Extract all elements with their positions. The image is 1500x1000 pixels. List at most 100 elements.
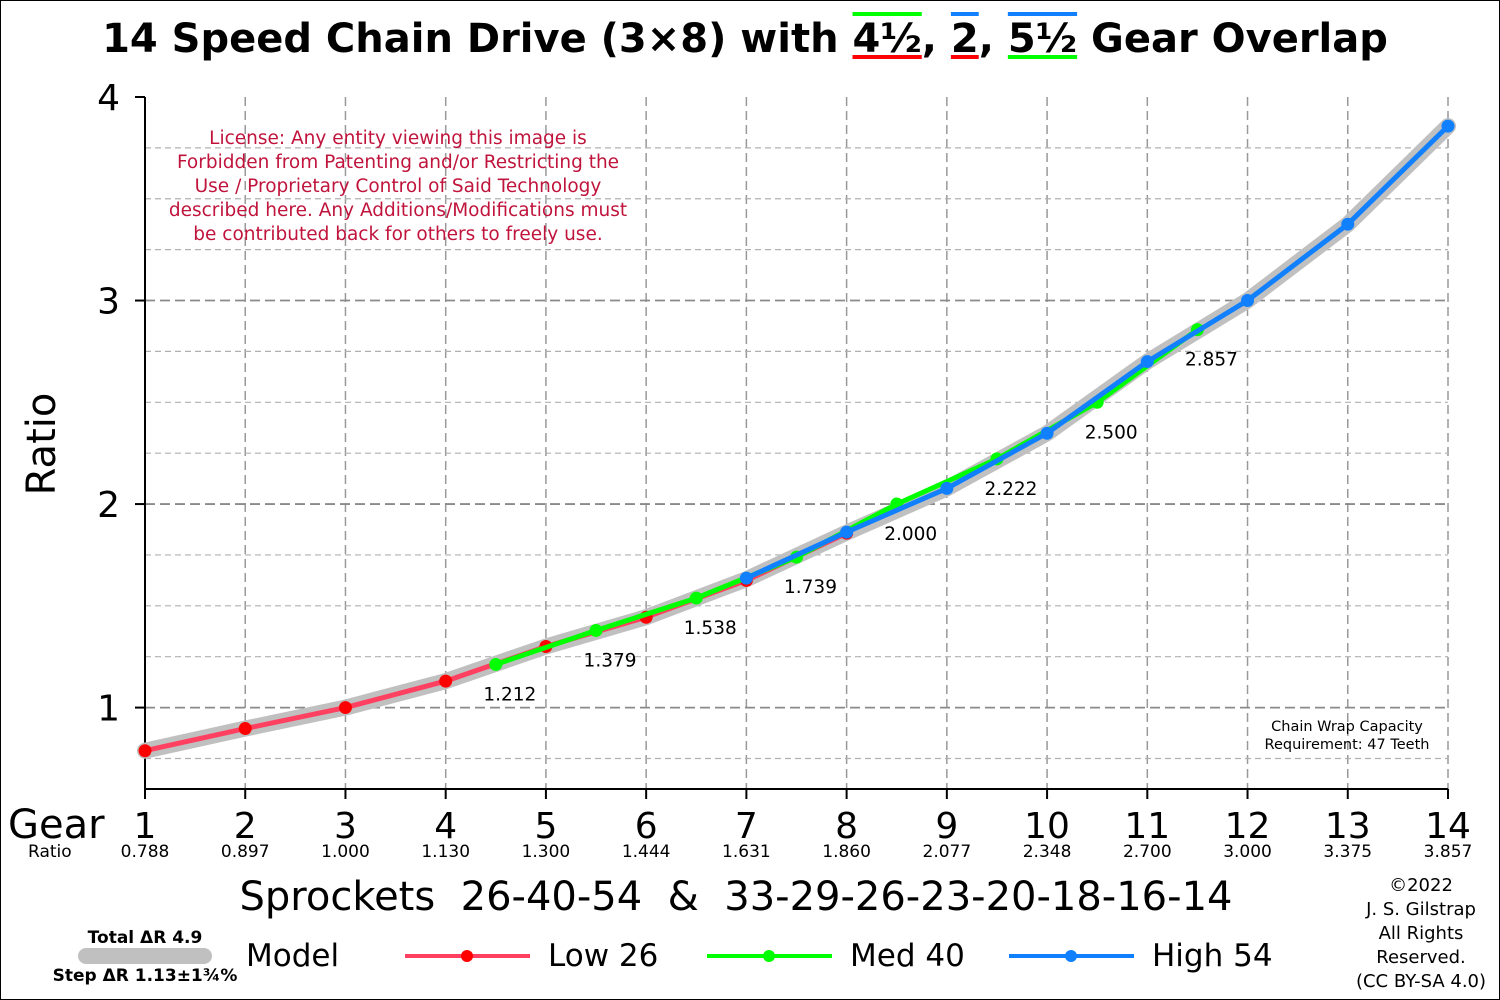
y-tick-label: 1: [97, 689, 120, 730]
title-underline: [852, 55, 922, 59]
license-line-1: License: Any entity viewing this image i…: [209, 128, 587, 149]
data-label: 1.379: [584, 650, 637, 671]
license-line-3: Use / Proprietary Control of Said Techno…: [195, 176, 602, 197]
legend: Total ΔR 4.9 Step ΔR 1.13±1¾% Model Low …: [53, 928, 1273, 986]
legend-model-label: Model: [246, 938, 339, 974]
x-tick-ratio-label: 1.444: [622, 842, 671, 862]
x-tick-ratio-label: 1.000: [321, 842, 370, 862]
x-tick-label: 10: [1024, 806, 1070, 847]
x-tick-label: 1: [134, 806, 157, 847]
data-point-high: [1441, 119, 1455, 133]
legend-med-label: Med 40: [850, 938, 965, 974]
license-line-4: described here. Any Additions/Modificati…: [169, 200, 627, 221]
x-tick-label: 2: [234, 806, 257, 847]
data-label: 2.500: [1085, 422, 1138, 443]
x-tick-label: 7: [735, 806, 758, 847]
data-label: 2.222: [984, 479, 1037, 500]
legend-low-label: Low 26: [548, 938, 658, 974]
title-overlap-c: 5½: [1008, 16, 1077, 62]
data-point-high: [940, 481, 954, 495]
x-tick-label: 4: [434, 806, 457, 847]
title-overlap-a: 4½: [853, 16, 922, 62]
gear-row-label: Gear: [8, 802, 105, 848]
title-overline: [1007, 12, 1078, 16]
data-label: 1.212: [483, 684, 536, 705]
x-tick-ratio-label: 0.897: [221, 842, 270, 862]
x-tick-label: 14: [1425, 806, 1471, 847]
x-tick-ratio-label: 3.857: [1424, 842, 1473, 862]
title-underline: [950, 55, 979, 59]
x-tick-label: 11: [1124, 806, 1170, 847]
copyright-line-5: (CC BY-SA 4.0): [1356, 971, 1486, 992]
data-point-high: [1040, 426, 1054, 440]
data-point-med: [689, 591, 703, 605]
x-axis-label: Sprockets 26-40-54 & 33-29-26-23-20-18-1…: [240, 874, 1233, 920]
data-point-high: [1341, 217, 1355, 231]
series-line-low: [142, 530, 850, 754]
x-tick-label: 8: [835, 806, 858, 847]
x-tick-ratio-label: 2.077: [923, 842, 972, 862]
y-tick-label: 2: [97, 485, 120, 526]
x-tick-ratio-label: 1.860: [822, 842, 871, 862]
total-delta-r: Total ΔR 4.9: [88, 928, 203, 948]
x-tick-label: 12: [1225, 806, 1271, 847]
data-point-low: [439, 674, 453, 688]
x-tick-ratio-label: 1.631: [722, 842, 771, 862]
x-tick-ratio-label: 3.000: [1223, 842, 1272, 862]
data-point-low: [138, 744, 152, 758]
legend-low-marker: [461, 950, 473, 962]
copyright-line-2: J. S. Gilstrap: [1365, 899, 1476, 920]
x-tick-ratio-label: 1.300: [522, 842, 571, 862]
license-line-2: Forbidden from Patenting and/or Restrict…: [177, 152, 619, 173]
title-prefix: 14 Speed Chain Drive (3×8) with: [102, 16, 852, 62]
x-tick-label: 5: [534, 806, 557, 847]
data-point-high: [1140, 355, 1154, 369]
title-underline: [1007, 55, 1078, 59]
copyright-line-4: Reserved.: [1376, 947, 1466, 968]
series: [137, 118, 1456, 759]
x-tick-ratio-label: 2.348: [1023, 842, 1072, 862]
data-point-med: [489, 657, 503, 671]
data-point-high: [840, 525, 854, 539]
legend-med-marker: [763, 950, 775, 962]
title-overlap-color-bars: [852, 12, 1078, 59]
title-overline: [852, 12, 922, 16]
title-overline: [950, 12, 979, 16]
x-tick-ratio-label: 2.700: [1123, 842, 1172, 862]
x-tick-ratio-label: 0.788: [121, 842, 170, 862]
data-label: 1.538: [684, 618, 737, 639]
y-axis-label: Ratio: [19, 393, 65, 496]
x-tick-label: 9: [935, 806, 958, 847]
data-label: 2.000: [884, 524, 937, 545]
x-tick-ratio-label: 3.375: [1323, 842, 1372, 862]
y-tick-label: 3: [97, 282, 120, 323]
data-point-low: [238, 722, 252, 736]
data-point-low: [338, 701, 352, 715]
axes: 123410.78820.89731.00041.13051.30061.444…: [97, 78, 1472, 862]
title-overlap-b: 2: [951, 16, 979, 62]
title-sep-2: ,: [979, 16, 1008, 62]
x-tick-label: 6: [635, 806, 658, 847]
copyright-line-1: ©2022: [1389, 875, 1453, 896]
x-tick-label: 3: [334, 806, 357, 847]
copyright-line-3: All Rights: [1379, 923, 1464, 944]
legend-high-marker: [1065, 950, 1077, 962]
y-tick-label: 4: [97, 78, 120, 119]
annotations: 1.212 1.379 1.538 1.739 2.000 2.222 2.500 2.857: [483, 350, 1238, 706]
data-label: 1.739: [784, 577, 837, 598]
data-point-med: [589, 623, 603, 637]
chain-wrap-line-2: Requirement: 47 Teeth: [1265, 737, 1430, 753]
x-tick-label: 13: [1325, 806, 1371, 847]
title-suffix: Gear Overlap: [1077, 16, 1388, 62]
data-point-high: [1241, 294, 1255, 308]
series-line-high: [743, 123, 1451, 581]
chain-wrap-line-1: Chain Wrap Capacity: [1271, 719, 1423, 735]
title-sep-1: ,: [922, 16, 951, 62]
legend-high-label: High 54: [1152, 938, 1273, 974]
data-point-high: [739, 571, 753, 585]
chart-title: 14 Speed Chain Drive (3×8) with 4½, 2, 5…: [102, 16, 1388, 62]
step-delta-r: Step ΔR 1.13±1¾%: [53, 966, 238, 986]
x-tick-ratio-label: 1.130: [421, 842, 470, 862]
